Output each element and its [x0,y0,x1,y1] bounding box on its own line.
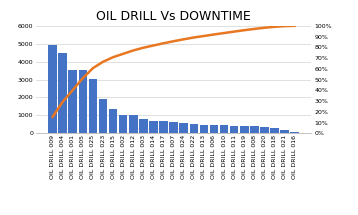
Bar [200,125,208,133]
Bar [119,115,127,133]
Bar [159,121,168,133]
Bar [230,126,238,133]
Bar [99,99,107,133]
Bar [89,79,97,133]
Title: OIL DRILL Vs DOWNTIME: OIL DRILL Vs DOWNTIME [96,10,251,23]
Bar [250,126,258,133]
Bar [58,53,67,133]
Bar [149,121,158,133]
Bar [210,125,218,133]
Bar [270,128,279,133]
Bar [260,127,268,133]
Bar [189,124,198,133]
Bar [139,119,147,133]
Bar [290,132,299,133]
Bar [109,109,117,133]
Bar [240,126,248,133]
Bar [79,70,87,133]
Bar [169,122,178,133]
Bar [179,123,188,133]
Bar [220,125,228,133]
Bar [48,45,57,133]
Bar [68,70,77,133]
Bar [129,115,137,133]
Bar [280,130,289,133]
